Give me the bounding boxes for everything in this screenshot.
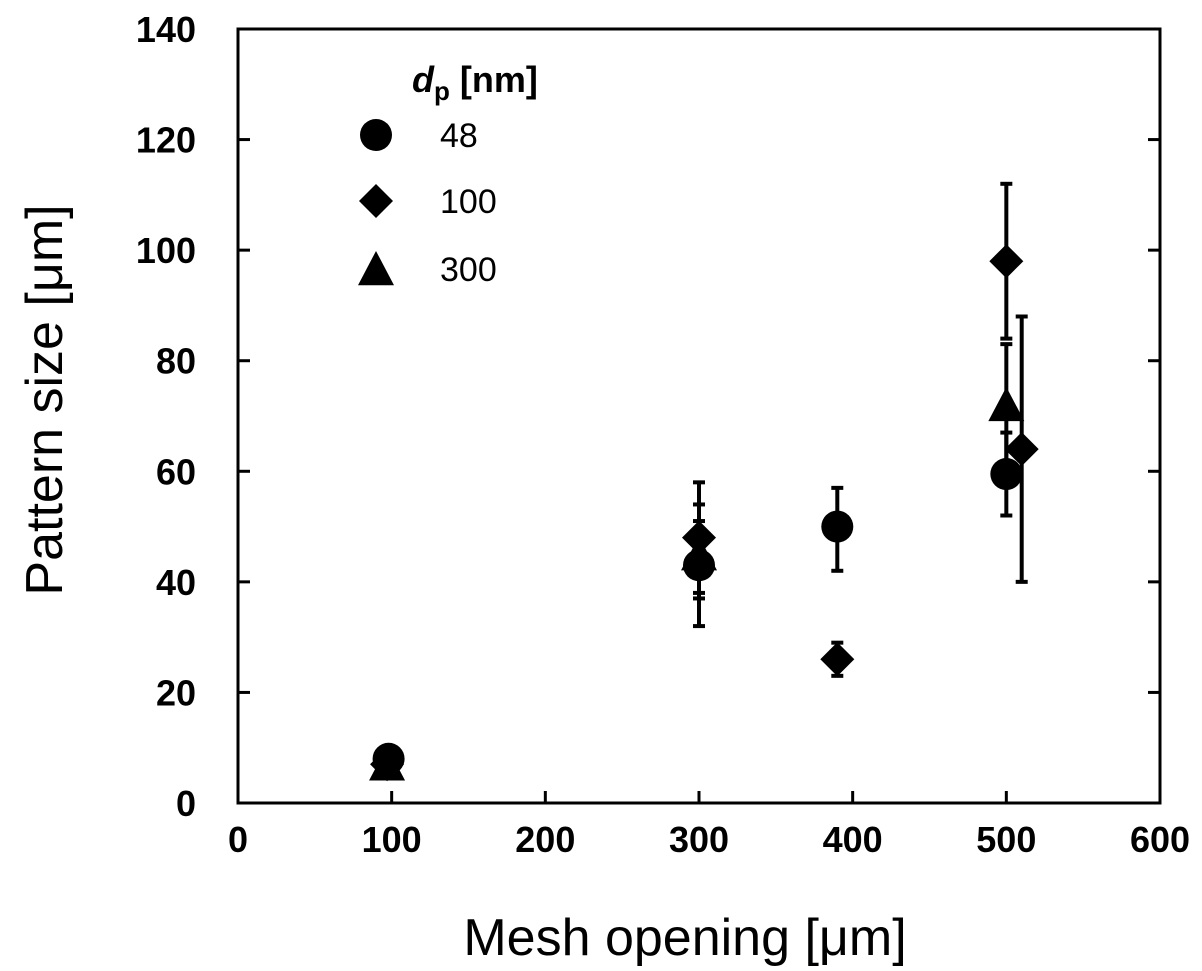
marker-diamond — [1004, 432, 1039, 467]
x-tick-label: 600 — [1130, 819, 1190, 860]
x-tick-label: 0 — [228, 819, 248, 860]
legend-title: dp [nm] — [412, 59, 538, 106]
legend-diamond-icon — [359, 184, 393, 218]
legend-label: 48 — [440, 117, 478, 155]
y-tick-label: 20 — [156, 672, 196, 713]
y-tick-label: 40 — [156, 562, 196, 603]
x-axis-title: Mesh opening [μm] — [463, 909, 906, 967]
marker-triangle — [988, 386, 1025, 422]
x-tick-labels: 0 100 200 300 400 500 600 — [228, 819, 1190, 860]
legend-circle-icon — [360, 119, 392, 151]
legend-triangle-icon — [358, 251, 394, 286]
y-axis-title: Pattern size [μm] — [16, 204, 74, 595]
markers-layer — [369, 244, 1039, 782]
legend-items: 48 100 300 — [358, 117, 497, 289]
legend-label: 300 — [440, 251, 497, 289]
y-tick-label: 120 — [136, 120, 196, 161]
marker-circle — [683, 549, 715, 582]
y-tick-label: 100 — [136, 230, 196, 271]
y-tick-label: 140 — [136, 9, 196, 50]
y-tick-label: 80 — [156, 341, 196, 382]
error-bars-layer — [693, 181, 1028, 678]
axis-ticks-layer — [238, 138, 1160, 803]
legend-title-sub: p — [434, 76, 450, 106]
marker-circle — [990, 458, 1023, 491]
x-tick-label: 200 — [515, 819, 575, 860]
marker-diamond — [682, 520, 716, 555]
x-tick-label: 400 — [823, 819, 883, 860]
marker-diamond — [820, 642, 855, 677]
y-tick-label: 0 — [176, 783, 196, 824]
marker-circle — [372, 742, 405, 775]
x-tick-label: 300 — [669, 819, 729, 860]
legend-title-unit: [nm] — [450, 59, 538, 100]
y-tick-labels: 0 20 40 60 80 100 120 140 — [136, 9, 196, 824]
legend-label: 100 — [440, 183, 497, 221]
x-tick-label: 500 — [976, 819, 1036, 860]
x-tick-label: 100 — [362, 819, 422, 860]
plot-frame — [236, 27, 1162, 805]
legend-title-main: d — [412, 59, 435, 100]
y-tick-label: 60 — [156, 451, 196, 492]
marker-circle — [821, 510, 854, 543]
marker-diamond — [989, 244, 1024, 279]
legend: dp [nm] 48 100 300 — [358, 59, 538, 289]
